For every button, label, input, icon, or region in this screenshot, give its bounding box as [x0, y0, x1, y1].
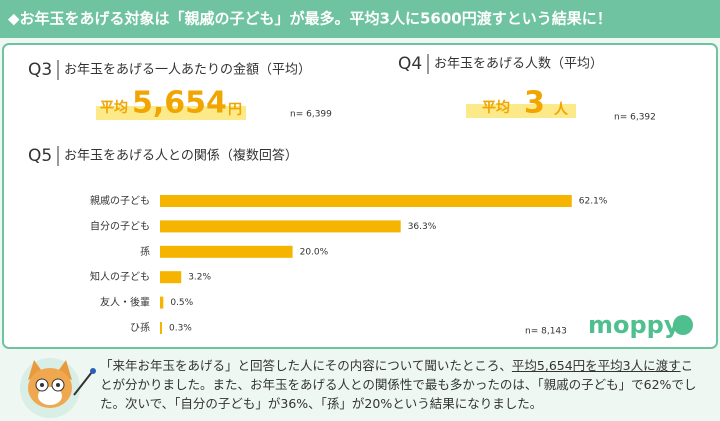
bar	[160, 245, 293, 258]
mascot	[20, 358, 96, 418]
category-label: 親戚の子ども	[90, 194, 150, 207]
bar	[160, 195, 572, 207]
highlight	[466, 104, 576, 118]
value-label: 0.3%	[169, 324, 192, 334]
q-title: お年玉をあげる一人あたりの金額（平均）	[64, 62, 311, 78]
category-label: 孫	[140, 246, 150, 258]
sample-size: n= 6,392	[614, 113, 656, 123]
summary-text: ことが分かりました。また、お年玉をあげる人との関係性で最も多かったのは、「親戚の…	[100, 358, 697, 411]
q-number: Q5	[28, 146, 52, 166]
q-number: Q3	[28, 60, 52, 80]
value-label: 3.2%	[188, 273, 211, 283]
category-label: 自分の子ども	[90, 219, 150, 232]
category-label: ひ孫	[130, 322, 150, 334]
summary-emphasis: 平均5,654円を平均3人に渡す	[511, 358, 681, 373]
unit: 円	[228, 102, 242, 118]
logo-icon	[673, 315, 693, 335]
header-title: ◆お年玉をあげる対象は「親戚の子ども」が最多。平均3人に5600円渡すという結果…	[8, 10, 612, 28]
prefix: 平均	[482, 99, 510, 116]
category-label: 知人の子ども	[90, 270, 150, 283]
bar	[160, 271, 182, 284]
logo: moppy	[588, 311, 680, 339]
bar	[160, 322, 162, 334]
category-label: 友人・後輩	[100, 296, 150, 309]
summary-text: 「来年お年玉をあげる」と回答した人にその内容について聞いたところ、	[100, 358, 512, 373]
bar	[160, 220, 401, 233]
q-number: Q4	[398, 54, 422, 74]
value-label: 36.3%	[408, 222, 437, 232]
value-label: 0.5%	[170, 298, 193, 308]
sample-size: n= 8,143	[525, 327, 567, 337]
summary: 「来年お年玉をあげる」と回答した人にその内容について聞いたところ、平均5,654…	[100, 356, 705, 413]
value-label: 62.1%	[579, 197, 608, 207]
prefix: 平均	[100, 99, 128, 116]
unit: 人	[554, 101, 569, 118]
sample-size: n= 6,399	[290, 110, 332, 120]
highlight	[96, 106, 246, 120]
value: 3	[524, 86, 545, 121]
value: 5,654	[132, 86, 227, 121]
q-title: お年玉をあげる人との関係（複数回答）	[64, 148, 298, 164]
value-label: 20.0%	[300, 247, 329, 257]
header-bar	[0, 0, 720, 38]
q-title: お年玉をあげる人数（平均）	[434, 57, 603, 72]
bar	[160, 296, 164, 309]
